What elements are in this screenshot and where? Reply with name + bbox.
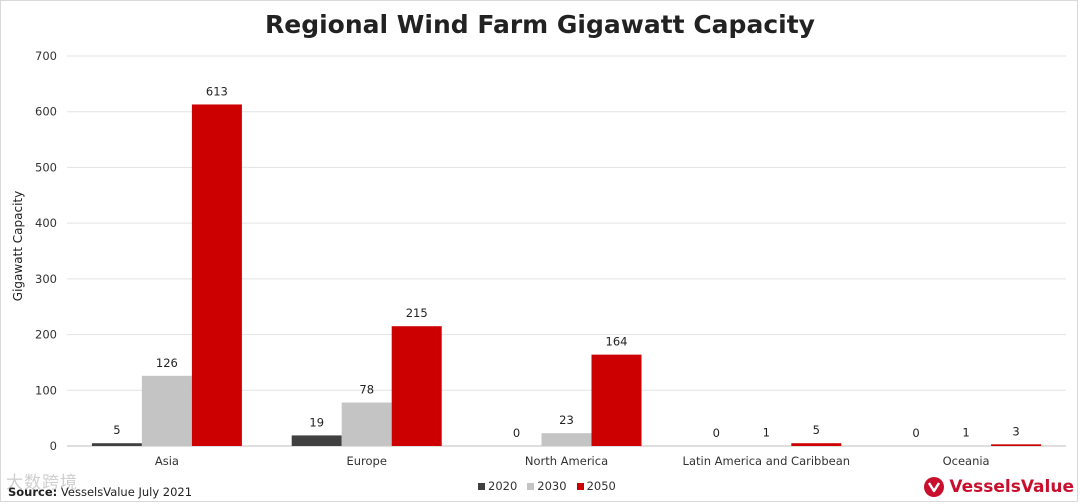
data-label: 1	[962, 425, 969, 439]
data-label: 0	[513, 426, 520, 440]
data-label: 1	[763, 425, 770, 439]
legend-swatch-2050	[576, 482, 584, 490]
y-tick-label: 300	[35, 272, 57, 286]
data-label: 5	[113, 423, 120, 437]
source-note: Source: VesselsValue July 2021	[8, 485, 192, 499]
bar-2020	[291, 435, 342, 446]
bar-2030	[141, 375, 192, 446]
y-tick-label: 500	[35, 160, 57, 174]
bar-2050	[391, 326, 442, 446]
watermark-text: 大数跨境	[6, 473, 78, 493]
data-label: 19	[309, 415, 324, 429]
bar-2030	[941, 445, 992, 446]
bar-2020	[91, 443, 142, 446]
data-label: 5	[813, 423, 820, 437]
watermark-logo: 大数跨境	[6, 468, 78, 493]
data-label: 0	[713, 426, 720, 440]
data-label: 215	[406, 306, 428, 320]
bar-2050	[191, 104, 242, 446]
legend-item-2050: 2050	[576, 479, 616, 493]
y-tick-label: 200	[35, 328, 57, 342]
bar-2030	[341, 402, 392, 446]
legend-label-2030: 2030	[537, 479, 567, 493]
y-tick-label: 700	[35, 49, 57, 63]
legend-label-2020: 2020	[488, 479, 518, 493]
y-tick-label: 100	[35, 383, 57, 397]
chart-title: Regional Wind Farm Gigawatt Capacity	[265, 10, 815, 39]
x-tick-label: North America	[525, 454, 608, 468]
x-tick-label: Latin America and Caribbean	[683, 454, 851, 468]
x-tick-label: Europe	[346, 454, 386, 468]
data-label: 164	[606, 335, 628, 349]
y-tick-label: 400	[35, 216, 57, 230]
y-tick-label: 0	[50, 439, 57, 453]
legend-item-2020: 2020	[478, 479, 517, 493]
brand-name: VesselsValue	[949, 477, 1074, 497]
bar-2030	[741, 445, 792, 446]
legend: 2020 2030 2050	[478, 479, 616, 493]
brand-logo: VesselsValue	[923, 476, 1074, 498]
data-label: 0	[912, 426, 919, 440]
brand-mark-icon	[924, 477, 945, 497]
y-tick-label: 600	[35, 105, 57, 119]
bar-2050	[991, 444, 1042, 446]
x-tick-label: Asia	[155, 454, 179, 468]
legend-swatch-2030	[527, 482, 535, 490]
legend-item-2030: 2030	[527, 479, 567, 493]
data-label: 126	[156, 356, 178, 370]
bar-2030	[541, 433, 592, 446]
data-label: 23	[559, 413, 574, 427]
bar-2050	[591, 354, 642, 446]
x-tick-label: Oceania	[943, 454, 990, 468]
legend-swatch-2020	[478, 482, 485, 490]
bar-2050	[791, 443, 842, 446]
legend-label-2050: 2050	[586, 479, 616, 493]
data-label: 78	[359, 383, 374, 397]
data-label: 613	[206, 84, 228, 98]
data-label: 3	[1012, 424, 1019, 438]
source-label: Source:	[8, 485, 58, 499]
source-text: VesselsValue July 2021	[57, 485, 193, 499]
